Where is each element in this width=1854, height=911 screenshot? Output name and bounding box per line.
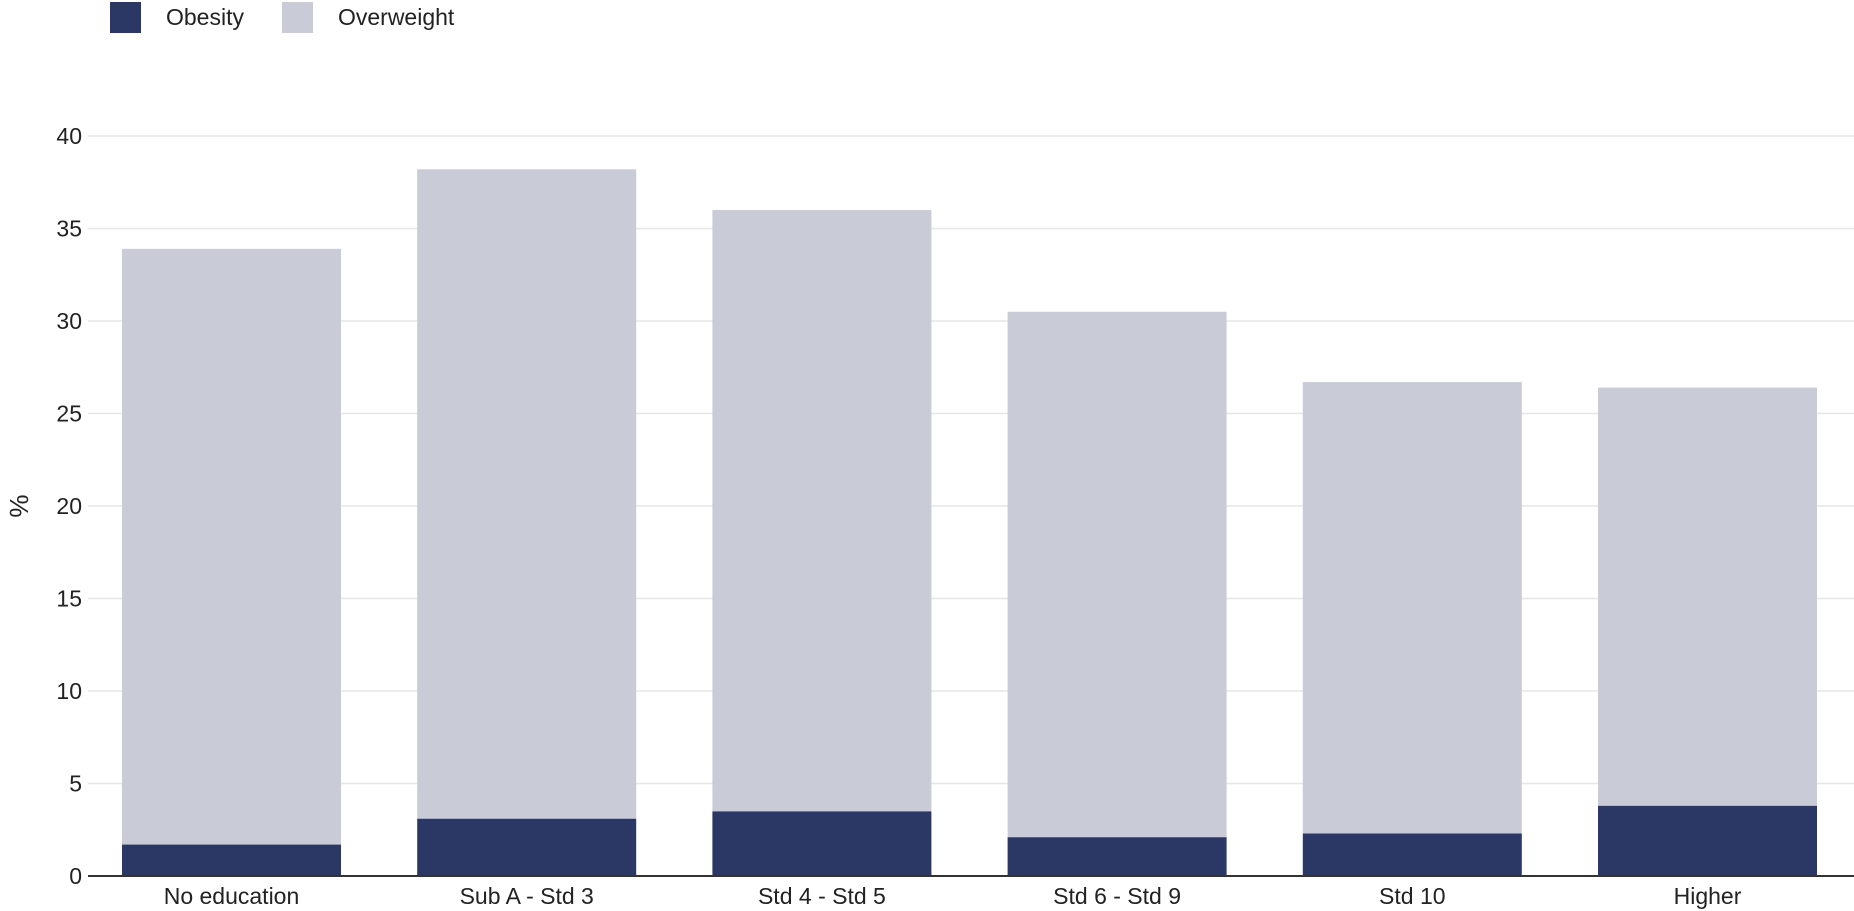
legend-label-obesity: Obesity [166, 4, 244, 30]
bar-obesity[interactable] [1598, 805, 1817, 876]
x-tick-label: No education [164, 883, 300, 909]
y-tick-label: 30 [56, 308, 82, 334]
y-tick-label: 10 [56, 678, 82, 704]
x-axis: No education Sub A - Std 3 Std 4 - Std 5 St… [88, 875, 1854, 909]
x-tick-label: Std 4 - Std 5 [758, 883, 886, 909]
bar-overweight[interactable] [712, 210, 932, 812]
legend-item-obesity[interactable]: Obesity [110, 2, 244, 33]
bar-overweight[interactable] [1598, 387, 1817, 806]
y-tick-label: 0 [69, 863, 82, 889]
bar-overweight[interactable] [1007, 311, 1227, 838]
y-axis: 0 5 10 15 20 25 30 35 40 [56, 123, 82, 889]
x-tick-label: Std 10 [1379, 883, 1446, 909]
gridlines [88, 135, 1854, 785]
legend-swatch-overweight [281, 2, 313, 33]
y-tick-label: 20 [56, 493, 82, 519]
bar-obesity[interactable] [1302, 833, 1522, 876]
legend-label-overweight: Overweight [337, 4, 455, 30]
y-tick-label: 25 [56, 401, 82, 427]
bars [122, 169, 1817, 876]
y-tick-label: 5 [69, 771, 82, 797]
bar-obesity[interactable] [122, 844, 341, 876]
y-axis-label: % [4, 494, 34, 517]
bar-overweight[interactable] [122, 248, 341, 845]
bar-obesity[interactable] [417, 818, 637, 876]
x-tick-label: Sub A - Std 3 [460, 883, 594, 909]
bar-overweight[interactable] [417, 169, 637, 819]
bar-overweight[interactable] [1302, 382, 1522, 834]
chart-legend: Obesity Overweight [110, 2, 492, 33]
legend-swatch-obesity [110, 2, 141, 33]
legend-item-overweight[interactable]: Overweight [281, 2, 455, 33]
bar-obesity[interactable] [1007, 837, 1227, 876]
x-tick-label: Std 6 - Std 9 [1053, 883, 1181, 909]
x-tick-label: Higher [1674, 883, 1742, 909]
y-tick-label: 35 [56, 216, 82, 242]
bar-obesity[interactable] [712, 811, 932, 876]
y-tick-label: 40 [56, 123, 82, 149]
y-tick-label: 15 [56, 586, 82, 612]
